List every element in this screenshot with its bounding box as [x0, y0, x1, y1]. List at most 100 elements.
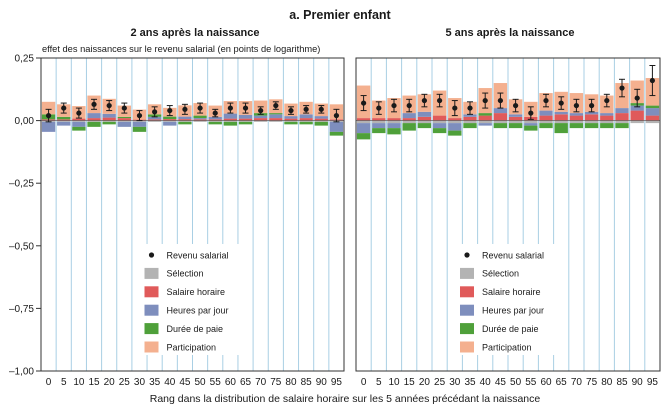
data-point	[421, 97, 427, 104]
bar-segment	[223, 120, 238, 122]
bar-segment	[223, 121, 238, 126]
x-tick-label: 70	[255, 377, 267, 388]
legend-swatch	[460, 286, 474, 298]
bar-segment	[524, 123, 538, 126]
bar-segment	[539, 110, 553, 116]
x-tick-label: 45	[495, 377, 507, 388]
data-point	[212, 110, 218, 116]
x-tick-label: 25	[434, 377, 446, 388]
bar-segment	[448, 120, 462, 124]
bar-segment	[630, 120, 644, 124]
legend-label: Sélection	[482, 269, 519, 279]
legend-swatch	[144, 286, 159, 298]
y-tick-label: –0,75	[9, 304, 34, 315]
bar-segment	[569, 120, 584, 124]
bar-segment	[478, 113, 492, 116]
bar-segment	[238, 121, 253, 125]
y-tick-label: –1,00	[9, 367, 34, 378]
x-tick-label: 10	[73, 377, 85, 388]
bar-segment	[569, 115, 584, 121]
x-axis-label: Rang dans la distribution de salaire hor…	[150, 393, 541, 405]
x-tick-label: 95	[331, 377, 343, 388]
data-point	[333, 112, 340, 119]
bar-segment	[254, 118, 268, 121]
bar-segment	[132, 121, 147, 127]
bar-segment	[448, 130, 462, 136]
legend-swatch	[460, 323, 474, 335]
bar-segment	[163, 121, 177, 126]
legend-label: Participation	[167, 342, 217, 352]
bar-segment	[208, 116, 222, 120]
bar-segment	[208, 120, 222, 122]
bar-segment	[432, 115, 447, 121]
data-point	[197, 105, 203, 111]
bar-segment	[147, 119, 162, 121]
bar-segment	[372, 128, 386, 134]
bar-segment	[117, 120, 131, 122]
bar-segment	[193, 118, 207, 120]
x-tick-label: 20	[419, 377, 431, 388]
bar-segment	[356, 133, 371, 140]
bar-segment	[402, 120, 416, 124]
data-point	[558, 100, 564, 106]
bar-segment	[387, 118, 401, 121]
bar-segment	[254, 120, 268, 122]
x-tick-label: 25	[119, 377, 131, 388]
data-point	[258, 107, 264, 114]
x-tick-label: 75	[270, 377, 282, 388]
bar-segment	[356, 123, 371, 134]
data-point	[543, 97, 549, 104]
panel-2-title: 5 ans après la naissance	[445, 27, 574, 39]
bar-segment	[402, 123, 416, 131]
bar-segment	[493, 108, 508, 114]
bar-segment	[554, 111, 568, 115]
bar-segment	[329, 121, 344, 132]
bar-segment	[417, 120, 432, 124]
bar-segment	[584, 120, 599, 124]
bar-segment	[615, 113, 629, 121]
x-tick-label: 65	[556, 377, 568, 388]
bar-segment	[299, 121, 313, 125]
x-tick-label: 15	[404, 377, 416, 388]
bar-segment	[102, 113, 116, 118]
x-tick-label: 40	[164, 377, 176, 388]
legend-label: Participation	[482, 342, 532, 352]
bar-segment	[329, 131, 344, 136]
data-point	[452, 105, 458, 111]
bar-segment	[57, 116, 71, 120]
bar-segment	[299, 114, 313, 119]
data-point	[152, 109, 158, 115]
x-tick-label: 35	[149, 377, 161, 388]
bar-segment	[193, 115, 207, 119]
bar-segment	[269, 114, 283, 119]
x-tick-label: 0	[46, 377, 52, 388]
x-tick-label: 60	[540, 377, 552, 388]
bar-segment	[524, 120, 538, 124]
bar-segment	[584, 114, 599, 121]
bar-segment	[417, 111, 432, 117]
bar-segment	[238, 120, 253, 122]
bar-segment	[87, 118, 101, 121]
data-point	[227, 105, 233, 111]
bar-segment	[584, 123, 599, 129]
bar-segment	[387, 128, 401, 135]
bar-segment	[432, 123, 447, 129]
bar-segment	[41, 101, 56, 115]
bar-segment	[372, 123, 386, 129]
x-tick-label: 85	[301, 377, 313, 388]
bar-segment	[223, 113, 238, 119]
data-point	[303, 106, 309, 112]
bar-segment	[417, 116, 432, 121]
bar-segment	[57, 119, 71, 121]
data-point	[182, 106, 188, 112]
bar-segment	[208, 119, 222, 121]
data-point	[121, 105, 127, 111]
panel-1: 0 5 10 15 20 25 30 35 40 45 50 55 60 65 70 75 80 85 90 95 Re…	[40, 57, 345, 388]
data-point	[604, 97, 610, 104]
legend-swatch	[460, 267, 474, 279]
bar-segment	[387, 123, 401, 129]
bar-segment	[372, 120, 386, 124]
y-tick-label: –0,50	[9, 241, 34, 252]
bar-segment	[539, 120, 553, 124]
bar-segment	[72, 118, 86, 121]
